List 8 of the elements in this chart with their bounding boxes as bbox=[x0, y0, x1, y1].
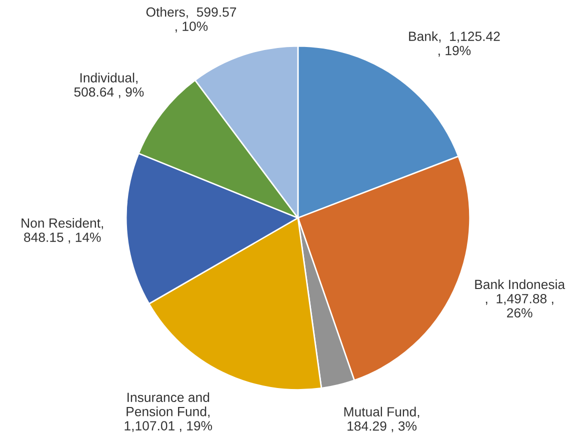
slice-label: Others, 599.57 , 10% bbox=[146, 7, 236, 33]
slice-label: Mutual Fund, 184.29 , 3% bbox=[344, 406, 420, 432]
slice-label: Insurance and Pension Fund, 1,107.01 , 19% bbox=[124, 392, 212, 432]
data-label: , 1,497.88 , 26% bbox=[486, 294, 554, 318]
slice-label: Non Resident, 848.15 , 14% bbox=[22, 218, 103, 244]
slice-label: Individual, 508.64 , 9% bbox=[74, 72, 144, 98]
slice-label: Bank, 1,125.42 , 19% bbox=[409, 31, 500, 57]
slice-label: Bank Indonesia bbox=[475, 279, 566, 290]
